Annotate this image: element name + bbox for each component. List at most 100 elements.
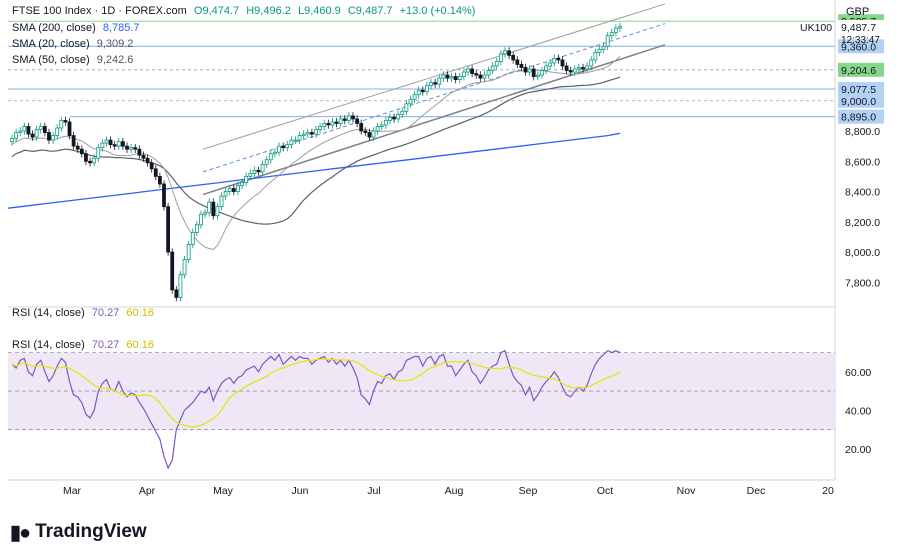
rsi-tick-40: 40.00 xyxy=(845,405,871,417)
candle-body-20 xyxy=(92,157,97,164)
candle-body-127 xyxy=(531,68,536,77)
candle-body-80 xyxy=(338,118,343,124)
candle-body-140 xyxy=(585,65,590,70)
candle-body-68 xyxy=(289,139,294,146)
candle-body-1 xyxy=(14,132,19,139)
candle-body-85 xyxy=(359,123,364,132)
candle-body-6 xyxy=(34,129,39,138)
candle-body-72 xyxy=(305,132,310,135)
tradingview-logo[interactable]: ▮● TradingView xyxy=(10,520,147,544)
candle-body-37 xyxy=(162,183,166,208)
price-tick-0: 7,800.0 xyxy=(845,277,880,289)
candle-body-15 xyxy=(71,135,76,147)
price-tag-bg-4 xyxy=(838,82,884,97)
candle-body-18 xyxy=(84,153,88,162)
candle-body-98 xyxy=(412,94,417,100)
candle-body-49 xyxy=(211,201,216,217)
candle-body-42 xyxy=(182,259,187,276)
legend-symbol: FTSE 100 Index · 1D · FOREX.com xyxy=(12,5,187,17)
candle-body-4 xyxy=(26,126,31,135)
candle-body-104 xyxy=(437,77,442,85)
legend-sma20-label: SMA (20, close) xyxy=(12,38,90,50)
candle-body-148 xyxy=(618,26,622,29)
candle-body-99 xyxy=(416,89,421,96)
candle-body-134 xyxy=(560,59,565,67)
candle-body-17 xyxy=(79,148,84,155)
candle-body-57 xyxy=(244,176,249,183)
legend-sma200-value: 8,785.7 xyxy=(102,22,140,34)
candle-body-14 xyxy=(67,121,72,136)
legend-sma50-value: 9,242.6 xyxy=(96,54,134,66)
rsi-tick-20: 20.00 xyxy=(845,444,871,456)
candle-body-33 xyxy=(145,157,150,164)
x-tick-dec: Dec xyxy=(747,485,766,497)
price-tick-3: 8,400.0 xyxy=(845,187,880,199)
candle-body-115 xyxy=(482,74,487,79)
candle-body-135 xyxy=(564,65,569,71)
price-tag-bg-5 xyxy=(838,93,884,108)
candle-body-138 xyxy=(577,67,581,70)
candle-body-38 xyxy=(166,206,171,253)
candle-body-81 xyxy=(342,118,347,121)
candle-body-97 xyxy=(408,98,413,105)
chart-svg[interactable]: 60.00 40.00 20.00 7,800.0 8,000.0 8,200.0 8,40… xyxy=(0,0,902,510)
price-tag-6: 8,895.0 xyxy=(841,112,876,124)
price-tag-5: 9,000.0 xyxy=(841,96,876,108)
candle-body-64 xyxy=(273,151,277,155)
candle-body-145 xyxy=(605,35,610,47)
legend-rsi-header: RSI (14, close) 70.27 60.16 xyxy=(12,307,158,319)
candle-body-54 xyxy=(231,188,236,192)
candle-body-102 xyxy=(429,82,433,87)
candle-body-112 xyxy=(470,68,475,74)
sma200-line xyxy=(7,132,621,209)
price-tag-bg-1 xyxy=(838,19,884,34)
candle-body-2 xyxy=(18,130,23,133)
chart-area[interactable]: 60.00 40.00 20.00 7,800.0 8,000.0 8,200.0 8,40… xyxy=(0,0,902,510)
candle-body-32 xyxy=(141,154,146,159)
price-tag-1: 9,487.7 xyxy=(841,22,876,34)
candle-body-95 xyxy=(400,110,405,115)
candle-body-27 xyxy=(121,141,125,147)
x-tick-mar: Mar xyxy=(63,485,82,497)
candle-body-83 xyxy=(351,115,355,120)
candle-body-78 xyxy=(330,121,335,126)
x-tick-aug: Aug xyxy=(445,485,464,497)
legend-rsi-overlay: RSI (14, close) 70.27 60.16 xyxy=(12,339,158,351)
candle-body-51 xyxy=(219,195,224,208)
legend-open: O9,474.7 xyxy=(193,5,240,17)
candle-body-143 xyxy=(597,48,602,53)
legend-main: FTSE 100 Index · 1D · FOREX.com O9,474.7… xyxy=(12,5,479,17)
candle-body-63 xyxy=(268,153,273,161)
candle-body-117 xyxy=(490,65,495,71)
legend-sma20-value: 9,309.2 xyxy=(96,38,134,50)
candle-body-82 xyxy=(346,115,351,121)
candle-body-77 xyxy=(326,123,331,126)
countdown-text: 12:33:47 xyxy=(841,35,880,46)
candle-body-147 xyxy=(613,27,618,34)
candle-body-34 xyxy=(149,162,154,170)
rsi-tick-60: 60.00 xyxy=(845,367,871,379)
currency-label[interactable]: GBP xyxy=(846,6,870,18)
legend-rsi-ma-value-2: 60.16 xyxy=(126,339,154,351)
candle-body-23 xyxy=(104,139,109,144)
candle-body-45 xyxy=(194,224,199,233)
price-tag-4: 9,077.5 xyxy=(841,84,876,96)
candle-body-11 xyxy=(55,127,60,136)
candle-body-13 xyxy=(63,120,68,123)
candle-body-46 xyxy=(199,213,203,226)
candle-body-71 xyxy=(301,133,306,136)
x-tick-may: May xyxy=(213,485,234,497)
candle-body-89 xyxy=(375,126,380,132)
candle-body-29 xyxy=(129,147,134,150)
candle-body-0 xyxy=(10,138,14,143)
candle-body-90 xyxy=(379,124,384,127)
candle-body-10 xyxy=(51,135,55,141)
candle-body-39 xyxy=(170,251,175,291)
candle-body-69 xyxy=(293,139,298,142)
legend-sma200-label: SMA (200, close) xyxy=(12,22,96,34)
candle-body-123 xyxy=(515,59,520,65)
candle-body-12 xyxy=(59,120,64,129)
candle-body-141 xyxy=(589,59,594,67)
candle-body-66 xyxy=(281,145,286,149)
candle-body-121 xyxy=(507,50,511,56)
